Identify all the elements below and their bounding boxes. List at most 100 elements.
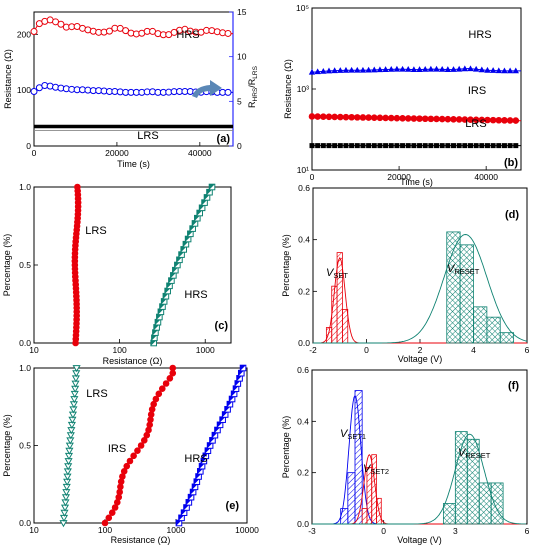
panel-e-irs-point [120,468,128,475]
panel-f-ytick-label: 0.4 [297,416,309,426]
panel-b-lrs-point [422,143,428,149]
panel-e-hrs-point-fill [235,380,241,387]
panel-c-hrs-point-fill [174,262,181,268]
panel-f-2-fit-curve [312,433,527,525]
panel-e-xtick-label: 10000 [235,525,259,535]
panel-c-hrs-point-fill [166,283,173,289]
panel-b-irs-point [495,116,503,124]
panel-b-hrs-point [314,68,321,75]
panel-f-1-bar [366,467,373,525]
panel-b-irs-point [382,114,389,122]
panel-f-1-bar [361,508,368,525]
panel-c-hrs-point-fill [178,251,185,258]
panel-f-ytick-label: 0.2 [297,468,309,478]
panel-a-xlabel: Time (s) [117,159,150,169]
panel-b-hrs-point [399,65,406,72]
panel-b-lrs-point [366,143,372,149]
panel-f-ytick-label: 0.6 [297,365,309,375]
panel-c-xtick-label: 1000 [196,345,215,355]
panel-b-annot-hrs: HRS [468,29,491,41]
panel-c-ytick-label: 0.0 [19,338,31,348]
panel-f-2-bar [442,503,456,525]
panel-b-lrs-point [467,143,473,149]
panel-b-xtick-label: 40000 [474,172,498,182]
panel-a-ylabel2-part: R [247,101,257,108]
panel-b-hrs-point [489,67,497,73]
panel-d-xtick-label: 2 [418,345,423,355]
panel-e-label: (e) [226,500,240,512]
panel-c-annot-lrs: LRS [85,225,106,237]
panel-c-hrs-point-fill [168,277,175,284]
panel-b-lrs-point [417,143,423,149]
panel-c-hrs-point-fill [159,303,166,310]
panel-c-hrs-point-fill [180,246,187,253]
panel-d-xtick-label: 6 [525,345,530,355]
panel-b-ytick-label: 10⁵ [296,3,309,13]
panel-e-irs-point [123,462,131,470]
panel-a-hrs-point [30,28,38,36]
panel-b-lrs-point [400,143,406,149]
panel-a-ylabel2: RHRS/RLRS [247,65,259,108]
panel-e-annot-irs: IRS [108,443,126,455]
panel-a-hrs-point [57,20,65,28]
panel-b-xtick-label: 0 [310,172,315,182]
panel-b-irs-point [308,113,316,120]
panel-e-hrs-point-fill [212,432,218,438]
panel-e-hrs-point-fill [227,401,233,407]
panel-c-ytick-label: 0.5 [19,260,31,270]
panel-e-irs-point [134,447,141,454]
panel-f-annot-vreset-base: V [458,447,467,459]
panel-c-xtick-label: 100 [113,345,127,355]
panel-a-ylabel2-part: HRS [252,87,259,101]
panel-b-irs-point [427,115,435,123]
panel-e-hrs-point-fill [183,504,190,511]
panel-e-hrs-point-fill [229,396,235,402]
panel-f-xtick-label: 3 [453,526,458,536]
panel-d-1-fit-curve [313,234,528,344]
panel-a-y2tick-label: 10 [237,52,247,62]
panel-c-hrs-point-fill [150,340,157,346]
panel-b-lrs-point [445,143,451,149]
panel-b-hrs-point [371,66,378,73]
panel-d-annot-vreset-sub: RESET [454,267,479,276]
panel-a-ratio-point [30,88,38,96]
panel-b-irs-point [455,116,463,123]
panel-b-annot-irs: IRS [468,85,486,97]
panel-b-hrs-point [354,66,361,73]
panel-e-hrs-point-fill [238,370,245,376]
panel-b-hrs-point [320,67,327,74]
panel-d-1-bar [486,316,501,344]
panel-d-xtick-label: -2 [309,345,317,355]
panel-b-lrs-point [490,143,496,149]
panel-e-irs-point [158,385,166,392]
panel-a-ytick-label: 200 [17,29,31,39]
panel-b-irs-point [342,113,350,121]
panel-f: -3 0 3 6 0.0 0.2 0.4 0.6 Percentage (%) Voltage (… [281,365,530,545]
panel-c-hrs-point-fill [199,205,205,211]
panel-f-xlabel: Voltage (V) [397,535,442,545]
panel-c-lrs-point [74,183,81,191]
panel-b-label: (b) [504,157,518,169]
panel-f-0-bar [340,508,349,525]
panel-e-xlabel: Resistance (Ω) [111,535,171,545]
panel-e-irs-point [108,509,116,516]
panel-f-annot-vset1: VSET1 [340,428,366,441]
panel-b-hrs-point [478,66,486,73]
panel-e-hrs-point-fill [209,437,216,444]
panel-e-ytick-label: 1.0 [19,363,31,373]
panel-d-annot-vreset-base: V [447,263,456,275]
panel-e-xtick-label: 10 [29,525,39,535]
panel-b-hrs-point [416,66,423,72]
panel-b-hrs-point [438,65,446,72]
panel-c-hrs-point-fill [164,288,171,294]
panel-c-hrs-point-fill [185,236,191,242]
panel-b-lrs-point [383,143,389,149]
panel-b-xtick-label: 20000 [387,172,411,182]
panel-b-irs-point [370,114,378,122]
panel-f-xtick-label: 6 [525,526,530,536]
panel-d-0-bar [336,252,343,344]
panel-b-lrs-point [496,143,502,149]
panel-e-hrs-point-fill [197,468,204,475]
